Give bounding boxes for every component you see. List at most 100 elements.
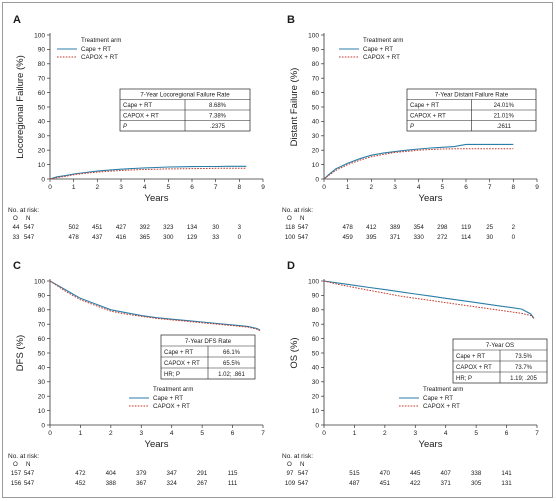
risk-cell: 451 bbox=[92, 224, 103, 231]
x-tick-label: 0 bbox=[322, 430, 326, 437]
x-tick-label: 2 bbox=[383, 430, 387, 437]
y-tick-label: 100 bbox=[34, 32, 45, 39]
series-line-cape-rt bbox=[49, 165, 247, 180]
y-tick-label: 100 bbox=[308, 278, 319, 285]
stats-row-label: Cape + RT bbox=[456, 354, 485, 360]
x-tick-label: 0 bbox=[322, 184, 326, 191]
legend-title: Treatment arm bbox=[363, 37, 403, 44]
plot-a: A 0 10 20 30 40 50 60 70 80 90 100 0 1 2 3 4 5 6 7 8 9 Years Lo… bbox=[13, 14, 265, 204]
risk-cell: 30 bbox=[486, 234, 494, 241]
x-tick-label: 9 bbox=[261, 184, 265, 191]
stats-row-label: Cape + RT bbox=[164, 350, 193, 356]
legend-item-label: CAPOX + RT bbox=[423, 403, 460, 410]
y-tick-label: 20 bbox=[38, 394, 46, 401]
y-tick-label: 50 bbox=[38, 104, 46, 111]
x-tick-label: 5 bbox=[200, 430, 204, 437]
stats-row-label: CAPOX + RT bbox=[410, 114, 446, 120]
stats-row-value: 7.38% bbox=[209, 114, 227, 120]
y-tick-label: 70 bbox=[38, 76, 46, 83]
x-tick-label: 6 bbox=[505, 430, 509, 437]
x-tick-label: 6 bbox=[190, 184, 194, 191]
stats-row-value: 66.1% bbox=[223, 350, 241, 356]
risk-cell: 33 bbox=[212, 234, 220, 241]
panel-letter: C bbox=[13, 260, 21, 272]
series-line-capox-rt bbox=[49, 280, 261, 332]
stats-row-value: 21.01% bbox=[494, 114, 515, 120]
risk-cell: 379 bbox=[136, 470, 147, 477]
x-tick-label: 8 bbox=[238, 184, 242, 191]
x-tick-label: 3 bbox=[139, 430, 143, 437]
x-tick-label: 7 bbox=[488, 184, 492, 191]
x-tick-label: 6 bbox=[464, 184, 468, 191]
y-tick-label: 40 bbox=[312, 119, 320, 126]
legend-item-label: CAPOX + RT bbox=[363, 54, 400, 61]
series-line-capox-rt bbox=[49, 167, 247, 180]
risk-table-title: No. at risk: bbox=[8, 207, 40, 214]
stats-row-value: .2611 bbox=[496, 124, 511, 130]
risk-cell: 115 bbox=[227, 470, 238, 477]
stats-row-value: 1.02; .861 bbox=[218, 372, 245, 378]
series-line-cape-rt bbox=[49, 280, 261, 331]
y-axis-title: Distant Failure (%) bbox=[289, 68, 300, 147]
risk-header-cell: O bbox=[13, 215, 18, 222]
stats-row-label: P bbox=[410, 124, 414, 130]
stats-row-label: Cape + RT bbox=[410, 103, 439, 109]
risk-row: 156 547 452 388 367 324 267 111 bbox=[5, 480, 277, 488]
y-tick-label: 40 bbox=[38, 365, 46, 372]
x-tick-label: 7 bbox=[214, 184, 218, 191]
legend-item-label: Cape + RT bbox=[153, 395, 183, 402]
y-tick-label: 80 bbox=[312, 307, 320, 314]
risk-header-cell: N bbox=[300, 215, 305, 222]
panel-a: A 0 10 20 30 40 50 60 70 80 90 100 0 1 2 3 4 5 6 7 8 9 Years Lo… bbox=[5, 5, 277, 249]
risk-cell: 324 bbox=[166, 480, 177, 487]
y-tick-label: 0 bbox=[41, 422, 45, 429]
risk-header-cell: O bbox=[287, 215, 292, 222]
risk-table-title: No. at risk: bbox=[282, 207, 314, 214]
series-line-capox-rt bbox=[323, 280, 535, 319]
risk-cell: 459 bbox=[342, 234, 353, 241]
stats-table-title: 7-Year Locoregional Failure Rate bbox=[140, 92, 230, 99]
x-tick-label: 1 bbox=[79, 430, 83, 437]
y-tick-label: 100 bbox=[308, 32, 319, 39]
risk-cell: 118 bbox=[285, 224, 295, 231]
y-tick-label: 0 bbox=[315, 176, 319, 183]
stats-row-value: .2375 bbox=[210, 124, 226, 130]
risk-cell: 305 bbox=[470, 480, 482, 487]
stats-row-value: 8.68% bbox=[209, 103, 227, 109]
y-tick-label: 90 bbox=[38, 293, 46, 300]
risk-cell: 407 bbox=[440, 470, 451, 477]
x-tick-label: 0 bbox=[48, 184, 52, 191]
y-tick-label: 40 bbox=[312, 365, 320, 372]
y-tick-label: 70 bbox=[312, 322, 320, 329]
x-tick-label: 3 bbox=[119, 184, 123, 191]
stats-table-title: 7-Year DFS Rate bbox=[185, 338, 232, 345]
stats-row-value: 73.5% bbox=[515, 354, 533, 360]
risk-cell: 97 bbox=[286, 470, 294, 477]
panel-letter: D bbox=[287, 260, 295, 272]
y-tick-label: 60 bbox=[312, 90, 320, 97]
risk-cell: 267 bbox=[196, 480, 208, 487]
risk-cell: 371 bbox=[440, 480, 451, 487]
risk-cell: 547 bbox=[297, 480, 309, 487]
risk-cell: 0 bbox=[237, 234, 242, 241]
risk-table-title: No. at risk: bbox=[282, 453, 314, 460]
y-tick-label: 60 bbox=[312, 336, 320, 343]
x-tick-label: 1 bbox=[353, 430, 357, 437]
risk-header-cell: N bbox=[300, 461, 305, 468]
risk-cell: 547 bbox=[297, 224, 309, 231]
risk-cell: 547 bbox=[23, 480, 35, 487]
stats-table-title: 7-Year Distant Failure Rate bbox=[435, 92, 509, 99]
plot-d: D 0 10 20 30 40 50 60 70 80 90 100 0 1 2 3 4 5 6 7 Years OS (… bbox=[287, 260, 548, 450]
y-tick-label: 20 bbox=[38, 148, 46, 155]
risk-cell: 437 bbox=[92, 234, 103, 241]
x-tick-label: 4 bbox=[170, 430, 174, 437]
x-tick-label: 2 bbox=[96, 184, 100, 191]
risk-cell: 25 bbox=[486, 224, 494, 231]
risk-cell: 487 bbox=[349, 480, 360, 487]
risk-cell: 300 bbox=[163, 234, 174, 241]
y-tick-label: 10 bbox=[312, 162, 320, 169]
